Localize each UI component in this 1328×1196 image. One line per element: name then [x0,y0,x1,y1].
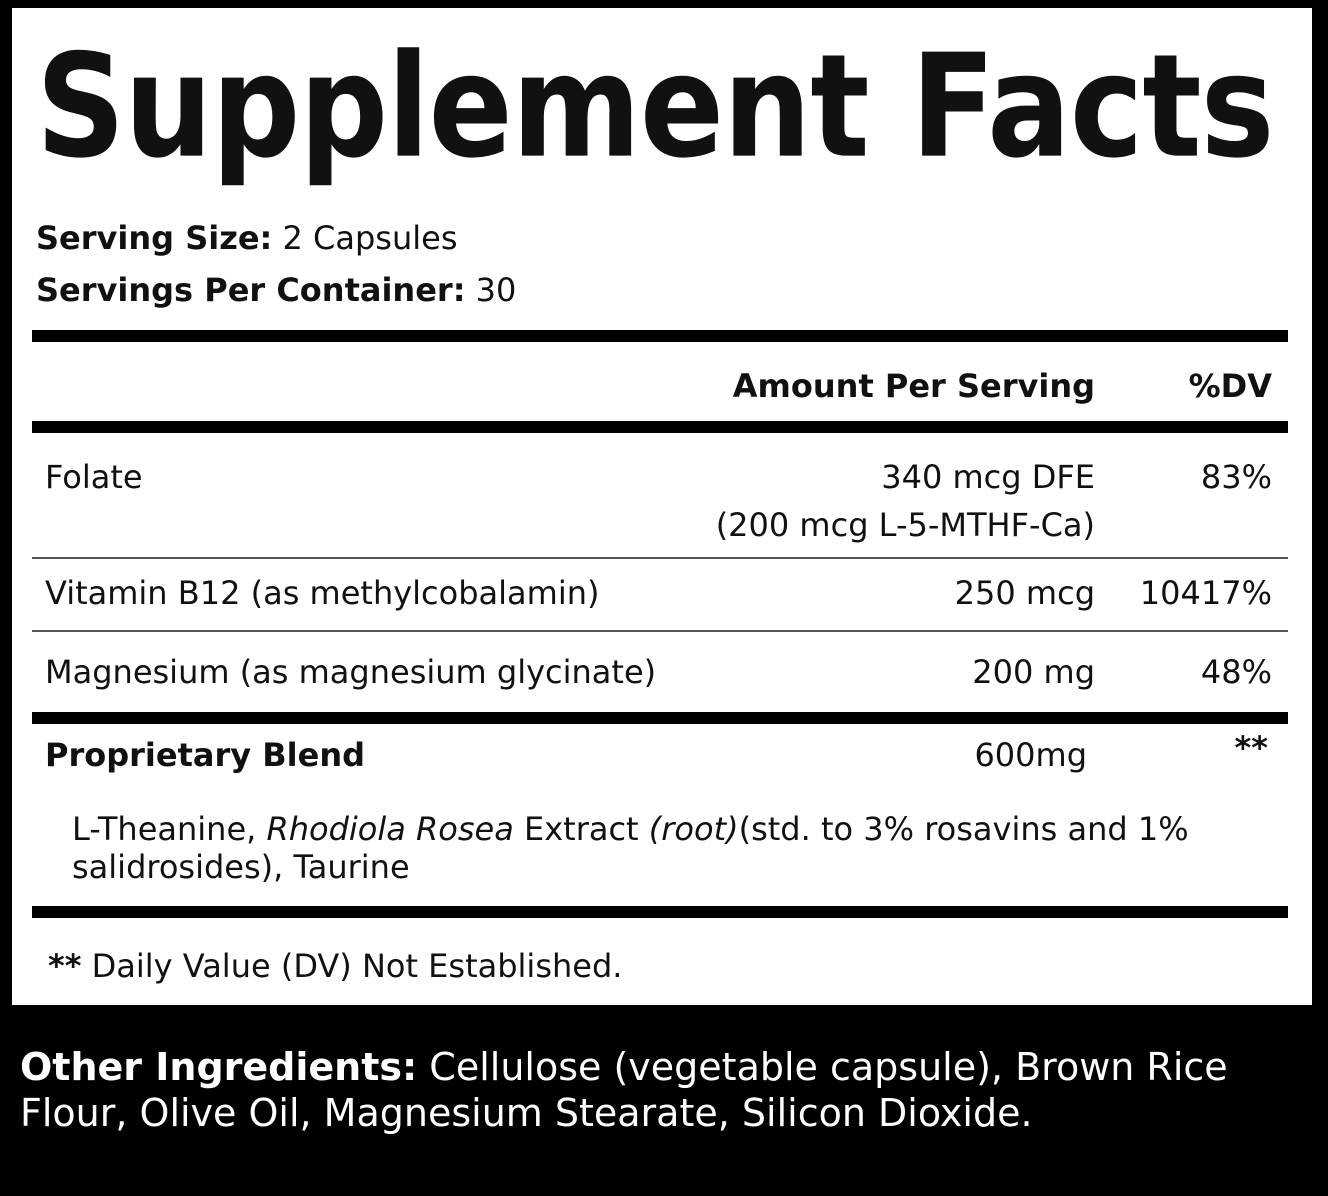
nutrient-dv: 83% [1200,458,1272,496]
blend-name: Proprietary Blend [45,736,365,774]
blend-ingredients: L-Theanine, Rhodiola Rosea Extract (root… [72,810,1292,886]
nutrient-name: Vitamin B12 (as methylcobalamin) [45,574,600,612]
rule [32,630,1288,632]
label: Servings Per Container: [36,271,466,309]
other-label: Other Ingredients: [20,1045,418,1089]
ingredient-part: (root) [648,810,739,848]
nutrient-amount: 200 mg [972,653,1095,691]
nutrient-dv: 48% [1200,653,1272,691]
rule [32,906,1288,918]
label: Serving Size: [36,219,273,257]
facts-panel: Supplement Facts Serving Size: 2 Capsule… [12,8,1312,1005]
footnote-mark: ** [48,947,82,985]
footnote: ** Daily Value (DV) Not Established. [48,950,622,982]
blend-dv: ** [1234,729,1268,767]
dv-header: %DV [1188,367,1272,405]
title: Supplement Facts [36,24,1274,191]
nutrient-amount-note: (200 mcg L-5-MTHF-Ca) [715,506,1095,544]
nutrient-amount: 250 mcg [954,574,1095,612]
ingredient-part: (std. to 3% rosavins and 1% salidrosides… [72,810,1199,886]
other-text: Cellulose (vegetable capsule), Brown Ric… [20,1045,1240,1135]
amount-header: Amount Per Serving [732,367,1095,405]
rule [32,557,1288,559]
ingredient-part: Extract [513,810,649,848]
rule [32,712,1288,724]
serving-size: Serving Size: 2 Capsules [36,222,458,254]
nutrient-name: Magnesium (as magnesium glycinate) [45,653,657,691]
value: 2 Capsules [282,219,458,257]
servings-per-container: Servings Per Container: 30 [36,274,516,306]
rule [32,421,1288,433]
ingredient-part: Rhodiola Rosea [266,810,514,848]
nutrient-amount: 340 mcg DFE [881,458,1095,496]
rule [32,330,1288,342]
footnote-text: Daily Value (DV) Not Established. [91,947,623,985]
ingredient-part: L-Theanine, [72,810,267,848]
value: 30 [475,271,517,309]
nutrient-name: Folate [45,458,143,496]
other-ingredients: Other Ingredients: Cellulose (vegetable … [20,1044,1310,1136]
blend-amount: 600mg [974,736,1087,774]
nutrient-dv: 10417% [1139,574,1272,612]
